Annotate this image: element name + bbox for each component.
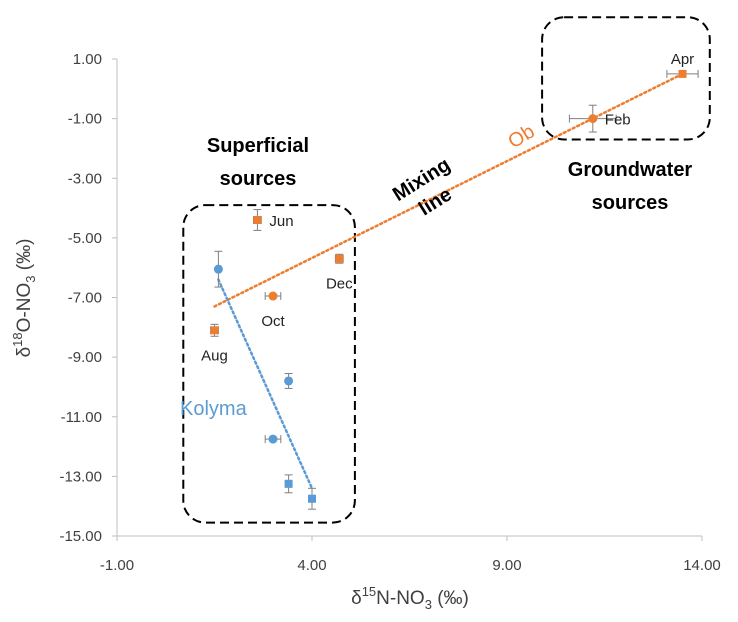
ob-point-square bbox=[678, 69, 687, 78]
point-label-dec: Dec bbox=[326, 276, 353, 293]
point-labels: Aug Jun Oct Dec Feb Apr bbox=[201, 51, 694, 364]
dashed-boxes bbox=[182, 16, 711, 524]
superficial-sources-label-1: Superficial bbox=[207, 135, 309, 157]
groundwater-box bbox=[541, 16, 711, 141]
x-axis-title: δ15N-NO3 (‰) bbox=[351, 584, 469, 612]
y-tick-label: -7.00 bbox=[68, 290, 102, 307]
y-tick-label: 1.00 bbox=[73, 51, 102, 68]
point-label-apr: Apr bbox=[671, 51, 694, 68]
y-tick-label: -11.00 bbox=[61, 409, 102, 426]
y-tick-label: -3.00 bbox=[68, 170, 102, 187]
y-tick-label: -9.00 bbox=[68, 349, 102, 366]
kolyma-series-label: Kolyma bbox=[180, 398, 248, 420]
x-tick-label: 14.00 bbox=[683, 557, 721, 574]
kolyma-point-square bbox=[284, 479, 293, 488]
mixing-line-annotation: Mixing line bbox=[389, 154, 456, 221]
y-tick-label: -5.00 bbox=[68, 230, 102, 247]
ob-point-square bbox=[253, 215, 262, 224]
x-tick-label: 4.00 bbox=[297, 557, 326, 574]
point-label-feb: Feb bbox=[605, 112, 631, 129]
y-tick-label: -13.00 bbox=[59, 468, 102, 485]
kolyma-point-circle bbox=[268, 434, 278, 444]
groundwater-sources-label-2: sources bbox=[592, 192, 669, 214]
point-label-oct: Oct bbox=[261, 313, 285, 330]
x-tick-label: 9.00 bbox=[492, 557, 521, 574]
point-label-jun: Jun bbox=[269, 213, 293, 230]
y-axis-title: δ18O-NO3 (‰) bbox=[10, 239, 38, 358]
kolyma-trendline bbox=[217, 278, 314, 490]
ob-point-circle bbox=[268, 291, 278, 301]
y-tick-label: -15.00 bbox=[59, 528, 102, 545]
y-tick-label: -1.00 bbox=[68, 111, 102, 128]
ob-point-square bbox=[335, 254, 344, 263]
superficial-sources-label-2: sources bbox=[220, 168, 297, 190]
kolyma-point-square bbox=[308, 494, 316, 503]
superficial-box bbox=[182, 204, 356, 524]
groundwater-sources-label-1: Groundwater bbox=[568, 159, 693, 181]
ob-point-circle bbox=[588, 114, 598, 124]
axes bbox=[112, 58, 703, 541]
point-label-aug: Aug bbox=[201, 347, 228, 364]
x-tick-label: -1.00 bbox=[100, 557, 134, 574]
trendlines bbox=[213, 72, 684, 490]
tick-labels: 1.00 -1.00 -3.00 -5.00 -7.00 -9.00 -11.00 -13.0… bbox=[59, 51, 720, 574]
kolyma-point-circle bbox=[213, 264, 223, 274]
ob-trendline bbox=[213, 72, 684, 308]
data-points bbox=[210, 69, 699, 510]
ob-point-square bbox=[210, 326, 219, 335]
kolyma-point-circle bbox=[284, 376, 294, 386]
